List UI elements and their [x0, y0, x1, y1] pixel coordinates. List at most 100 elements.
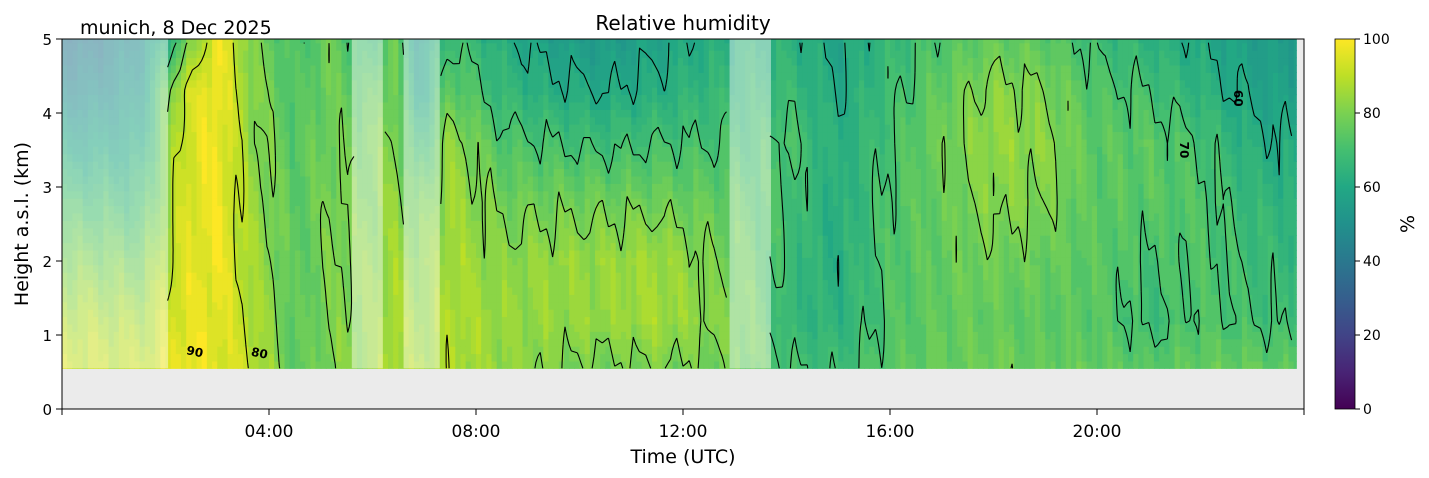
heat-cell [108, 353, 115, 362]
heat-cell [610, 94, 617, 103]
heat-cell [201, 153, 208, 162]
heat-cell [563, 109, 570, 118]
heat-cell [548, 279, 555, 288]
heat-cell [558, 286, 565, 295]
heat-cell [129, 309, 136, 318]
heat-cell [393, 353, 399, 362]
heat-cell [124, 161, 130, 170]
heat-cell [269, 205, 275, 214]
heat-cell [243, 227, 249, 236]
heat-cell [93, 227, 99, 236]
heat-cell [538, 116, 544, 125]
heat-cell [310, 220, 317, 229]
heat-cell [574, 183, 581, 192]
heat-cell [212, 331, 218, 340]
heat-cell [201, 109, 208, 118]
heat-cell [398, 235, 405, 244]
heat-cell [175, 79, 182, 88]
heat-cell [563, 39, 570, 44]
heat-cell [589, 198, 596, 207]
heat-cell [620, 57, 627, 66]
heat-cell [175, 272, 182, 281]
heat-cell [393, 131, 399, 140]
heat-cell [398, 39, 405, 44]
heat-cell [98, 346, 104, 355]
heat-cell [134, 124, 141, 133]
heat-cell [481, 109, 487, 118]
heat-cell [595, 183, 601, 192]
heat-cell [274, 109, 280, 118]
heat-cell [553, 227, 560, 236]
heat-cell [82, 153, 89, 162]
heat-cell [305, 205, 311, 214]
heat-cell [507, 264, 513, 273]
heat-cell [600, 101, 606, 110]
heat-cell [217, 272, 224, 281]
heat-cell [496, 272, 503, 281]
heat-cell [439, 50, 446, 59]
heat-cell [543, 286, 550, 295]
heat-cell [465, 64, 472, 73]
heat-cell [450, 360, 456, 369]
heat-cell [279, 249, 286, 258]
heat-cell [605, 138, 612, 147]
heat-cell [527, 131, 534, 140]
heat-cell [465, 131, 472, 140]
heat-cell [543, 72, 550, 81]
heat-cell [620, 323, 627, 332]
heat-cell [67, 212, 73, 221]
heat-cell [558, 323, 565, 332]
heat-cell [222, 205, 229, 214]
heat-cell [170, 212, 177, 221]
heat-cell [201, 235, 208, 244]
heat-cell [444, 94, 451, 103]
heat-cell [393, 323, 399, 332]
heat-cell [72, 39, 79, 44]
heat-cell [512, 227, 518, 236]
heat-cell [331, 205, 337, 214]
heat-cell [595, 279, 601, 288]
heat-cell [491, 50, 498, 59]
heat-cell [615, 190, 622, 199]
heat-cell [320, 39, 327, 44]
heat-cell [460, 161, 467, 170]
heat-cell [543, 205, 550, 214]
heat-cell [563, 190, 570, 199]
heat-cell [186, 183, 192, 192]
heat-cell [300, 175, 306, 184]
heat-cell [336, 235, 343, 244]
heat-cell [517, 79, 524, 88]
heat-cell [113, 346, 120, 355]
heat-cell [222, 64, 229, 73]
heat-cell [476, 249, 482, 258]
heat-cell [149, 294, 156, 303]
heat-cell [558, 316, 565, 325]
heat-cell [67, 124, 73, 133]
heat-cell [67, 138, 73, 147]
heat-cell [196, 249, 203, 258]
heat-cell [465, 138, 472, 147]
heat-cell [600, 79, 606, 88]
heat-cell [144, 138, 151, 147]
heat-cell [620, 316, 627, 325]
heat-cell [455, 153, 462, 162]
heat-cell [253, 331, 260, 340]
heat-cell [253, 272, 260, 281]
heat-cell [393, 39, 399, 44]
heat-cell [139, 338, 146, 347]
heat-cell [476, 323, 482, 332]
heat-cell [227, 146, 234, 155]
heat-cell [269, 346, 275, 355]
heat-cell [134, 242, 141, 251]
heat-cell [501, 190, 508, 199]
heat-cell [336, 161, 343, 170]
heat-cell [315, 161, 322, 170]
heat-cell [108, 331, 115, 340]
heat-cell [631, 124, 638, 133]
heat-cell [507, 87, 513, 96]
heat-cell [113, 190, 120, 199]
heat-cell [279, 346, 286, 355]
heat-cell [486, 235, 493, 244]
heat-cell [595, 57, 601, 66]
heat-cell [67, 249, 73, 258]
